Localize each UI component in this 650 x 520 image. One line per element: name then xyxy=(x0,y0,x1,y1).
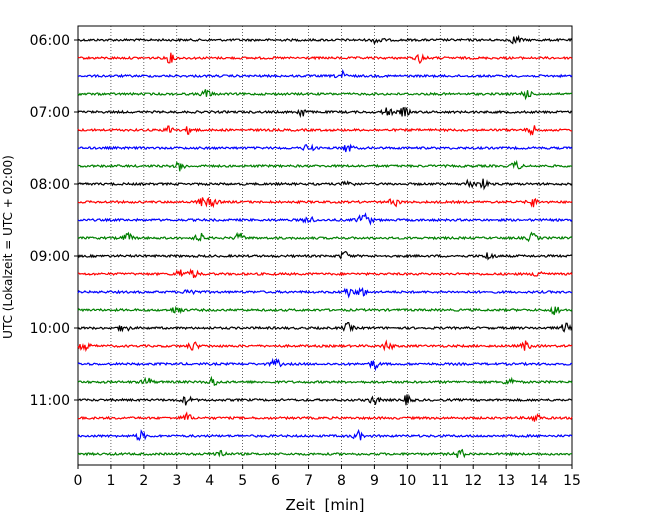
trace-line xyxy=(77,286,573,299)
trace-line xyxy=(77,393,573,406)
vertical-gridlines xyxy=(110,26,540,465)
y-tick-label: 07:00 xyxy=(30,105,70,121)
x-tick-label: 3 xyxy=(172,473,181,489)
x-tick-label: 13 xyxy=(497,473,515,489)
trace-line xyxy=(77,428,573,442)
x-tick-label: 7 xyxy=(304,473,313,489)
plot-frame xyxy=(77,25,573,466)
x-tick-label: 15 xyxy=(563,473,581,489)
x-tick-label: 8 xyxy=(337,473,346,489)
x-tick-label: 14 xyxy=(530,473,548,489)
trace-line xyxy=(77,339,573,353)
y-tick-label: 10:00 xyxy=(30,321,70,337)
trace-line xyxy=(77,89,573,101)
trace-line xyxy=(77,375,573,387)
trace-line xyxy=(77,143,573,153)
trace-line xyxy=(77,357,573,372)
x-tick-label: 4 xyxy=(205,473,214,489)
trace-line xyxy=(77,52,573,65)
trace-line xyxy=(77,305,573,316)
trace-line xyxy=(77,125,573,137)
trace-line xyxy=(77,212,573,226)
trace-line xyxy=(77,106,573,119)
trace-line xyxy=(77,231,573,243)
y-tick-label: 11:00 xyxy=(30,393,70,409)
trace-line xyxy=(77,34,573,46)
trace-line xyxy=(77,411,573,422)
x-axis-label: Zeit [min] xyxy=(285,496,364,514)
x-tick-label: 11 xyxy=(431,473,449,489)
x-tick-label: 6 xyxy=(271,473,280,489)
trace-line xyxy=(77,448,573,459)
x-tick-label: 0 xyxy=(74,473,83,489)
y-tick-label: 08:00 xyxy=(30,177,70,193)
x-tick-label: 9 xyxy=(370,473,379,489)
x-tick-label: 2 xyxy=(139,473,148,489)
y-tick-label: 09:00 xyxy=(30,249,70,265)
x-tick-label: 5 xyxy=(238,473,247,489)
trace-line xyxy=(77,196,573,209)
x-tick-label: 10 xyxy=(398,473,416,489)
trace-line xyxy=(77,268,573,279)
x-tick-label: 12 xyxy=(464,473,482,489)
trace-line xyxy=(77,178,573,191)
trace-line xyxy=(77,250,573,261)
trace-line xyxy=(77,321,573,333)
y-axis-ticks: 06:00 07:00 08:00 09:00 10:00 11:00 xyxy=(30,33,78,409)
trace-line xyxy=(77,68,573,79)
x-axis-ticks: 0 1 2 3 4 5 6 7 8 9 10 11 12 13 14 15 xyxy=(74,465,581,489)
seismogram-traces xyxy=(77,34,573,459)
y-axis-label: UTC (Lokalzeit = UTC + 02:00) xyxy=(1,155,15,339)
x-tick-label: 1 xyxy=(106,473,115,489)
y-tick-label: 06:00 xyxy=(30,33,70,49)
trace-line xyxy=(77,159,573,172)
